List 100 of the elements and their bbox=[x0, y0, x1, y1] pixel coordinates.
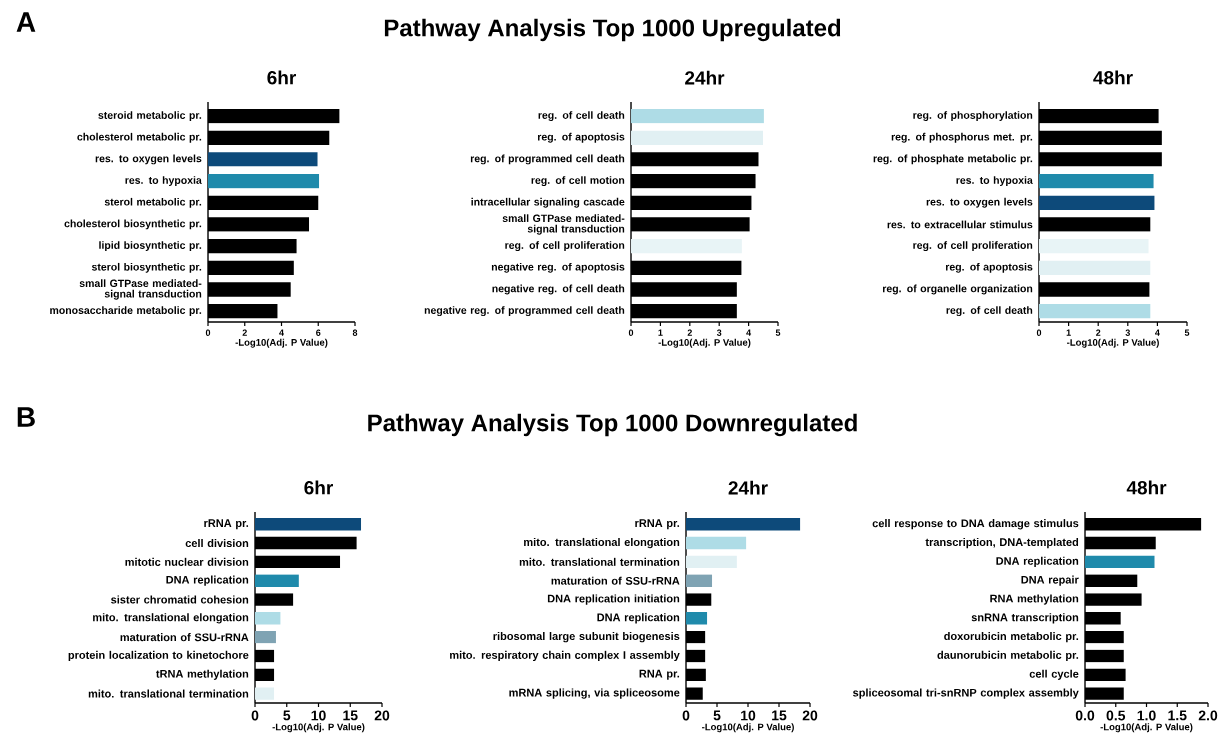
x-tick-label: 3 bbox=[1125, 329, 1130, 336]
y-tick-label: mito. translational termination bbox=[519, 557, 680, 566]
x-tick-label: 4 bbox=[279, 329, 284, 336]
y-tick-label: RNA methylation bbox=[990, 594, 1079, 605]
x-tick-label: 5 bbox=[283, 710, 291, 721]
text: Pathway Analysis Top 1000 Downregulated bbox=[368, 413, 857, 437]
text: B bbox=[17, 407, 35, 427]
y-tick-label: res. to extracellular stimulus bbox=[887, 220, 1033, 229]
y-tick-label: reg. of cell motion bbox=[531, 176, 625, 187]
y-tick-label: DNA replication bbox=[996, 556, 1079, 567]
x-tick-label: 20 bbox=[802, 710, 818, 721]
x-tick-label: 1 bbox=[658, 329, 663, 336]
chart-title: 48hr bbox=[1126, 480, 1167, 495]
x-tick-label: 10 bbox=[311, 710, 326, 721]
y-tick-label: mRNA splicing, via spliceosome bbox=[509, 688, 680, 699]
x-tick-label: 1 bbox=[1066, 329, 1071, 336]
y-tick-label: maturation of SSU-rRNA bbox=[120, 633, 249, 642]
y-tick-label: reg. of cell proliferation bbox=[913, 241, 1033, 252]
bar bbox=[631, 238, 742, 254]
x-tick-label: 8 bbox=[352, 329, 358, 336]
y-tick-label: mito. respiratory chain complex I assembly bbox=[450, 650, 680, 662]
x-tick-label: 0 bbox=[628, 329, 634, 336]
x-tick-label: 2 bbox=[1096, 329, 1101, 336]
bar bbox=[1039, 195, 1155, 210]
y-tick-label: reg. of apoptosis bbox=[537, 132, 625, 143]
bar bbox=[1039, 173, 1154, 189]
y-tick-label: mito. translational elongation bbox=[93, 613, 249, 624]
x-tick-label: 5 bbox=[775, 329, 781, 336]
y-tick-label: RNA pr. bbox=[639, 669, 680, 680]
y-tick-label: steroid metabolic pr. bbox=[98, 111, 202, 121]
y-tick-label: negative reg. of cell death bbox=[492, 284, 625, 295]
y-tick-label: monosaccharide metabolic pr. bbox=[50, 306, 202, 317]
bar bbox=[1039, 304, 1151, 319]
y-tick-label: negative reg. of apoptosis bbox=[491, 262, 625, 273]
bar bbox=[686, 612, 708, 625]
x-tick-label: 4 bbox=[1155, 329, 1160, 336]
x-tick-label: 2.0 bbox=[1198, 710, 1218, 721]
y-tick-label: res. to hypoxia bbox=[956, 176, 1033, 187]
bar bbox=[255, 687, 275, 700]
bar bbox=[255, 612, 281, 625]
x-tick-label: 0.5 bbox=[1106, 710, 1126, 721]
y-tick-label: reg. of phosphorylation bbox=[913, 111, 1033, 121]
text: Pathway Analysis Top 1000 Upregulated bbox=[384, 18, 841, 42]
x-tick-label: 5 bbox=[1184, 329, 1190, 336]
chart-title: 6hr bbox=[267, 70, 296, 85]
y-tick-label: DNA replication initiation bbox=[547, 594, 680, 605]
y-tick-label: sterol biosynthetic pr. bbox=[91, 262, 202, 273]
y-tick-label: reg. of apoptosis bbox=[945, 262, 1033, 273]
x-tick-label: 1.5 bbox=[1168, 710, 1187, 721]
bar bbox=[631, 108, 764, 124]
y-tick-label: cell cycle bbox=[1029, 669, 1079, 680]
y-tick-label: DNA replication bbox=[166, 575, 249, 586]
bar bbox=[208, 152, 318, 167]
x-tick-label: 0 bbox=[1036, 329, 1042, 336]
y-tick-label: protein localization to kinetochore bbox=[68, 650, 249, 662]
y-tick-label: res. to oxygen levels bbox=[95, 154, 202, 165]
x-tick-label: 6 bbox=[316, 329, 321, 336]
y-tick-label: maturation of SSU-rRNA bbox=[551, 576, 680, 585]
bar bbox=[255, 518, 362, 531]
x-tick-label: 1.0 bbox=[1137, 710, 1156, 721]
y-tick-label: tRNA methylation bbox=[156, 669, 249, 680]
y-tick-label: DNA repair bbox=[1021, 575, 1079, 586]
x-tick-label: 10 bbox=[741, 710, 756, 721]
x-axis-title: -Log10(Adj. P Value) bbox=[272, 723, 365, 733]
x-axis-title: -Log10(Adj. P Value) bbox=[1100, 723, 1193, 733]
x-tick-label: 0 bbox=[251, 710, 259, 721]
x-tick-label: 5 bbox=[713, 710, 721, 721]
bar bbox=[255, 630, 276, 644]
y-tick-label: DNA replication bbox=[597, 613, 680, 624]
y-tick-label: mito. translational elongation bbox=[524, 537, 680, 549]
y-tick-label: small GTPase mediated-signal transduction bbox=[79, 279, 202, 300]
y-tick-label: reg. of phosphorus met. pr. bbox=[891, 132, 1033, 143]
y-tick-label: cholesterol metabolic pr. bbox=[77, 132, 202, 143]
y-tick-label: reg. of organelle organization bbox=[882, 284, 1033, 295]
y-tick-label: cell response to DNA damage stimulus bbox=[872, 519, 1079, 530]
y-tick-label: res. to hypoxia bbox=[125, 176, 202, 187]
chart-title: 48hr bbox=[1093, 70, 1133, 85]
y-tick-label: snRNA transcription bbox=[971, 613, 1079, 624]
x-tick-label: 20 bbox=[374, 710, 390, 721]
y-tick-label: rRNA pr. bbox=[204, 519, 249, 530]
y-tick-label: sister chromatid cohesion bbox=[111, 595, 249, 604]
y-tick-label: negative reg. of programmed cell death bbox=[424, 306, 625, 317]
bar bbox=[1085, 555, 1155, 569]
x-tick-label: 15 bbox=[772, 710, 787, 721]
y-tick-label: reg. of cell death bbox=[946, 306, 1033, 317]
x-axis-title: -Log10(Adj. P Value) bbox=[235, 338, 328, 348]
y-tick-label: reg. of cell proliferation bbox=[505, 241, 625, 252]
y-tick-label: mitotic nuclear division bbox=[125, 557, 249, 566]
chart-title: 24hr bbox=[685, 70, 725, 85]
text: A bbox=[16, 12, 36, 32]
x-axis-title: -Log10(Adj. P Value) bbox=[702, 723, 794, 733]
y-tick-label: mito. translational termination bbox=[88, 689, 249, 698]
bar bbox=[686, 536, 747, 550]
bar bbox=[1039, 238, 1149, 254]
bar bbox=[208, 173, 320, 189]
y-tick-label: doxorubicin metabolic pr. bbox=[944, 632, 1079, 643]
y-tick-label: cell division bbox=[185, 539, 249, 548]
y-tick-label: ribosomal large subunit biogenesis bbox=[493, 631, 680, 643]
y-tick-label: reg. of programmed cell death bbox=[470, 154, 625, 165]
y-tick-label: spliceosomal tri-snRNP complex assembly bbox=[853, 688, 1079, 699]
